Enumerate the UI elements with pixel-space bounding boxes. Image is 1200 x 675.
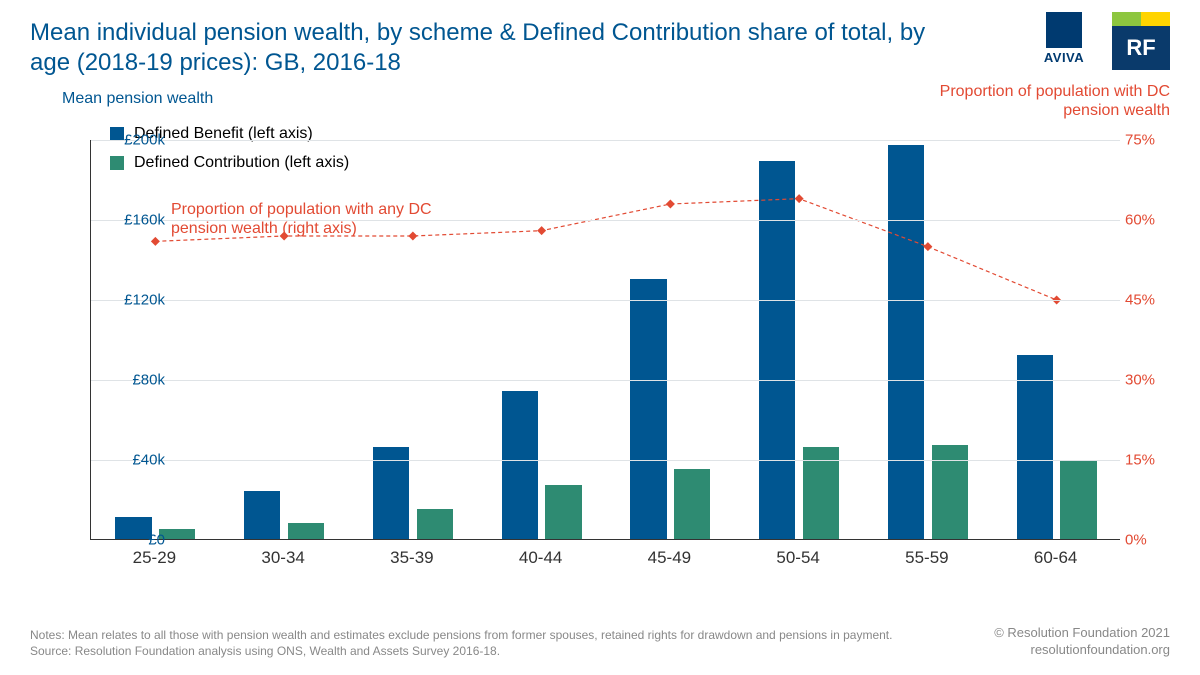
x-axis-label: 35-39	[348, 540, 477, 568]
right-axis-tick: 45%	[1125, 292, 1155, 309]
gridline	[91, 460, 1120, 461]
rf-logo-text: RF	[1112, 26, 1170, 70]
rf-logo-stripe	[1112, 12, 1170, 26]
credit: © Resolution Foundation 2021 resolutionf…	[994, 624, 1170, 659]
gridline	[91, 220, 1120, 221]
right-axis-tick: 15%	[1125, 452, 1155, 469]
marker-dc-proportion	[795, 194, 804, 203]
right-axis-tick: 30%	[1125, 372, 1155, 389]
notes-line-1: Notes: Mean relates to all those with pe…	[30, 627, 930, 643]
credit-line-1: © Resolution Foundation 2021	[994, 624, 1170, 642]
right-axis-tick: 75%	[1125, 132, 1155, 149]
left-axis-title: Mean pension wealth	[62, 90, 213, 108]
marker-dc-proportion	[151, 237, 160, 246]
x-axis-label: 60-64	[991, 540, 1120, 568]
x-axis-label: 40-44	[476, 540, 605, 568]
aviva-logo: AVIVA	[1028, 12, 1100, 70]
x-axis-label: 55-59	[863, 540, 992, 568]
logos: AVIVA RF	[1028, 12, 1170, 70]
gridline	[91, 300, 1120, 301]
page: Mean individual pension wealth, by schem…	[0, 0, 1200, 675]
plot-area: Proportion of population with any DC pen…	[90, 140, 1120, 540]
marker-dc-proportion	[666, 200, 675, 209]
chart-title: Mean individual pension wealth, by schem…	[30, 18, 930, 78]
footnotes: Notes: Mean relates to all those with pe…	[30, 627, 930, 659]
x-axis-label: 30-34	[219, 540, 348, 568]
rf-logo: RF	[1112, 12, 1170, 70]
marker-dc-proportion	[537, 226, 546, 235]
x-axis-label: 45-49	[605, 540, 734, 568]
marker-dc-proportion	[923, 242, 932, 251]
gridline	[91, 380, 1120, 381]
left-axis-tick: £80k	[132, 372, 165, 389]
notes-line-2: Source: Resolution Foundation analysis u…	[30, 643, 930, 659]
aviva-logo-text: AVIVA	[1044, 50, 1084, 65]
x-axis-label: 50-54	[734, 540, 863, 568]
aviva-logo-square	[1046, 12, 1082, 48]
left-axis-tick: £0	[148, 532, 165, 549]
left-axis-tick: £200k	[124, 132, 165, 149]
x-axis: 25-2930-3435-3940-4445-4950-5455-5960-64	[90, 540, 1120, 568]
gridline	[91, 140, 1120, 141]
left-axis-tick: £160k	[124, 212, 165, 229]
right-axis-tick: 0%	[1125, 532, 1147, 549]
left-axis-tick: £40k	[132, 452, 165, 469]
credit-line-2: resolutionfoundation.org	[994, 641, 1170, 659]
left-axis-tick: £120k	[124, 292, 165, 309]
right-axis-title: Proportion of population with DC pension…	[930, 82, 1170, 120]
right-axis-tick: 60%	[1125, 212, 1155, 229]
